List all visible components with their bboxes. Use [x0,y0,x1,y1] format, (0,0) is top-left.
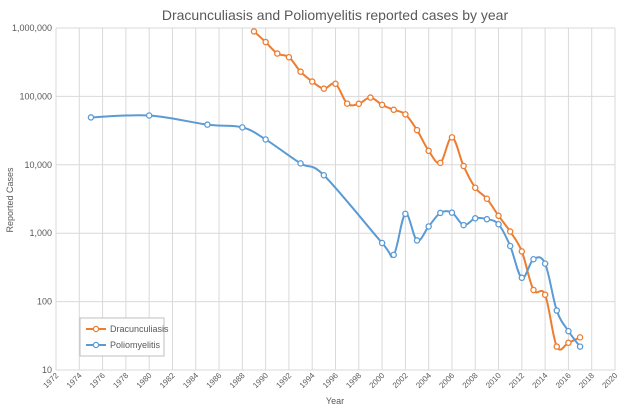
data-point-dracunculiasis [402,111,409,118]
data-point-poliomyelitis [425,223,432,230]
x-tick-label: 1990 [251,371,270,390]
data-point-dracunculiasis [460,162,467,170]
data-point-dracunculiasis [250,28,258,35]
data-point-dracunculiasis [308,78,316,85]
y-tick-label: 100 [37,297,52,307]
legend-box [79,317,165,357]
data-point-dracunculiasis [425,147,432,155]
y-tick-label: 10,000 [24,160,52,170]
data-point-dracunculiasis [285,53,293,61]
data-point-poliomyelitis [437,209,444,217]
x-tick-label: 2020 [600,371,619,390]
legend-marker-icon [92,325,100,333]
data-point-dracunculiasis [495,212,502,220]
x-tick-label: 2008 [461,371,480,390]
data-point-poliomyelitis [448,209,456,216]
x-tick-label: 2012 [507,371,526,390]
data-point-dracunculiasis [343,100,351,107]
data-point-dracunculiasis [355,100,363,108]
data-point-poliomyelitis [483,215,491,223]
data-point-poliomyelitis [402,210,409,218]
x-tick-label: 2014 [531,371,550,390]
data-point-poliomyelitis [471,215,479,222]
data-point-dracunculiasis [274,50,281,57]
data-point-dracunculiasis [506,228,514,235]
data-point-poliomyelitis [518,274,526,282]
data-point-poliomyelitis [390,251,397,259]
data-point-dracunculiasis [541,291,549,298]
data-point-dracunculiasis [530,286,537,294]
x-axis-label: Year [326,396,344,406]
x-tick-label: 1976 [88,371,107,390]
x-tick-label: 2004 [414,371,433,390]
x-tick-label: 1980 [135,371,154,390]
data-point-poliomyelitis [204,121,211,128]
data-point-poliomyelitis [297,160,304,167]
x-tick-label: 2000 [368,371,387,390]
data-point-poliomyelitis [565,327,572,335]
x-tick-label: 1994 [298,371,317,390]
y-axis-label: Reported Cases [5,167,15,233]
data-point-dracunculiasis [437,159,444,167]
x-tick-label: 2010 [484,371,503,390]
legend-marker-icon [92,341,100,349]
x-tick-label: 1992 [274,371,293,390]
data-point-dracunculiasis [262,38,269,46]
legend-label: Dracunculiasis [110,324,169,334]
x-tick-label: 2002 [391,371,410,390]
data-point-poliomyelitis [145,112,153,119]
data-point-dracunculiasis [378,101,386,109]
data-point-dracunculiasis [518,248,526,255]
data-point-dracunculiasis [483,195,491,202]
data-point-dracunculiasis [448,134,456,141]
data-point-dracunculiasis [320,85,328,92]
data-point-dracunculiasis [413,126,421,134]
x-tick-label: 2006 [437,371,456,390]
data-point-poliomyelitis [530,256,537,263]
x-tick-label: 2018 [577,371,596,390]
y-tick-label: 100,000 [19,91,52,101]
data-point-poliomyelitis [87,114,95,121]
y-tick-label: 1,000,000 [12,23,52,33]
data-point-dracunculiasis [576,334,584,341]
x-tick-label: 1986 [205,371,224,390]
data-point-dracunculiasis [297,68,304,75]
data-point-dracunculiasis [390,106,397,114]
data-point-poliomyelitis [541,260,549,267]
legend-label: Poliomyelitis [110,340,161,350]
x-tick-label: 1978 [111,371,130,390]
data-point-poliomyelitis [506,242,514,250]
data-point-dracunculiasis [332,80,339,88]
legend: Dracunculiasis Poliomyelitis [79,317,169,357]
data-point-poliomyelitis [495,220,502,228]
data-point-poliomyelitis [239,124,246,131]
data-point-poliomyelitis [553,307,561,314]
data-point-poliomyelitis [320,171,328,179]
data-point-poliomyelitis [262,136,269,143]
data-point-poliomyelitis [413,237,421,244]
chart-title: Dracunculiasis and Poliomyelitis reporte… [162,7,509,23]
data-point-poliomyelitis [460,221,467,229]
y-tick-label: 1,000 [29,228,52,238]
x-tick-label: 1984 [181,371,200,390]
x-tick-label: 1974 [65,371,84,390]
x-tick-label: 1998 [344,371,363,390]
data-point-poliomyelitis [576,343,584,350]
data-point-dracunculiasis [565,339,572,347]
data-point-dracunculiasis [367,94,374,101]
x-tick-label: 1982 [158,371,177,390]
x-tick-label: 1996 [321,371,340,390]
data-point-poliomyelitis [378,239,386,247]
y-tick-label: 10 [42,365,52,375]
x-tick-label: 1988 [228,371,247,390]
data-point-dracunculiasis [553,343,561,350]
x-tick-label: 2016 [554,371,573,390]
data-point-dracunculiasis [471,184,479,191]
